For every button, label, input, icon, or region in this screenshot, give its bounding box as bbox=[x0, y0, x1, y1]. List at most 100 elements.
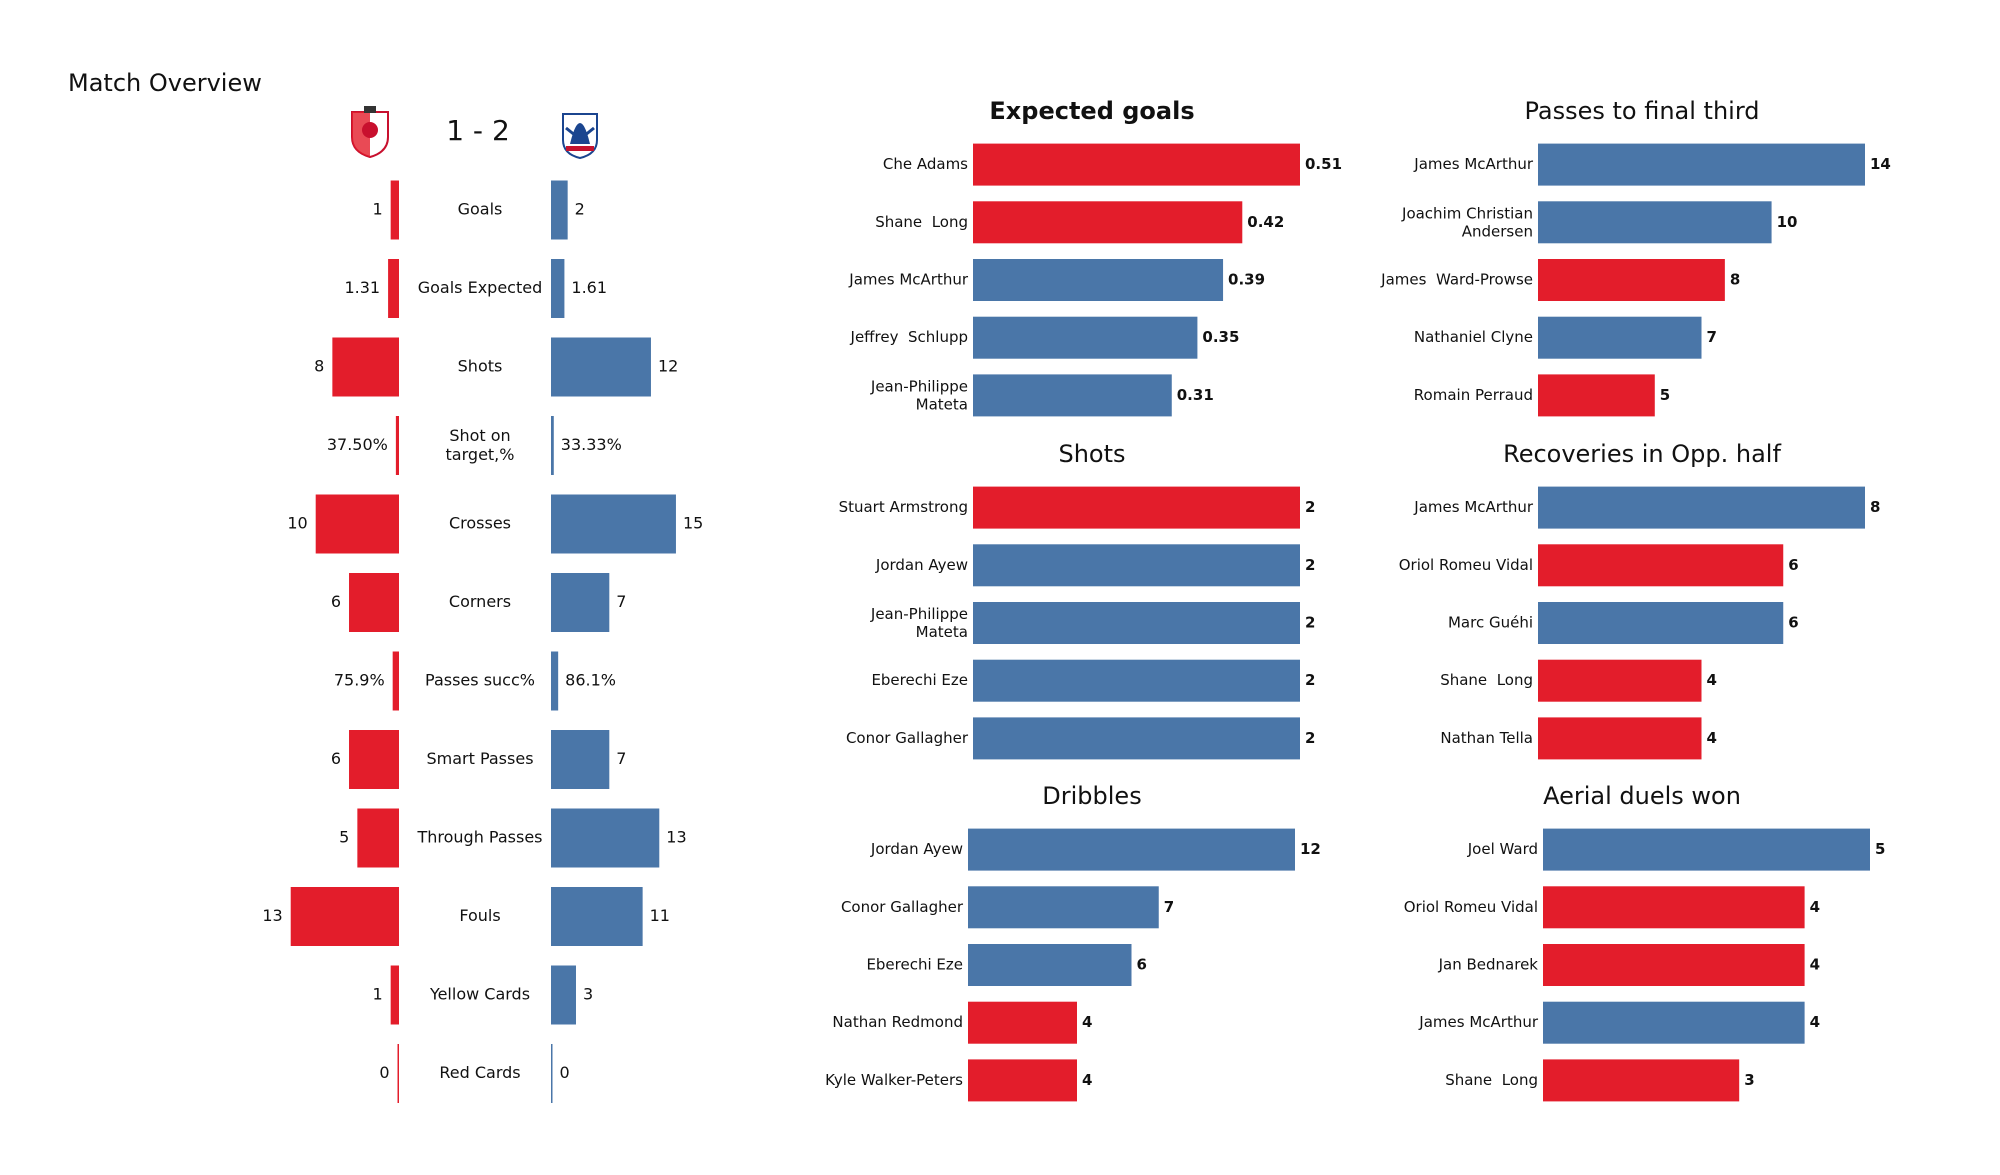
bar-value: 4 bbox=[1082, 1013, 1092, 1031]
bar-label: Jordan Ayew bbox=[875, 556, 968, 574]
bar-value: 5 bbox=[1660, 386, 1670, 404]
bar bbox=[973, 143, 1300, 186]
bar-label: Nathan Tella bbox=[1440, 729, 1533, 747]
bar-label: Conor Gallagher bbox=[841, 898, 964, 916]
bar-label: Nathaniel Clyne bbox=[1414, 328, 1533, 346]
bar-value: 2 bbox=[1305, 729, 1315, 747]
bar-value: 10 bbox=[1777, 213, 1798, 231]
stat-value: 2 bbox=[575, 200, 585, 219]
bar-label: Shane Long bbox=[875, 213, 968, 231]
stat-value: 33.33% bbox=[561, 435, 622, 454]
stat-bar bbox=[551, 259, 565, 318]
stat-label: Red Cards bbox=[439, 1063, 520, 1082]
bar-value: 4 bbox=[1707, 671, 1717, 689]
stat-bar bbox=[551, 337, 651, 397]
stat-value: 7 bbox=[616, 592, 626, 611]
stat-value: 10 bbox=[287, 514, 307, 533]
bar-label: Stuart Armstrong bbox=[839, 498, 968, 516]
bar-value: 2 bbox=[1305, 556, 1315, 574]
away-crest bbox=[562, 113, 598, 160]
bar-label: Eberechi Eze bbox=[871, 671, 968, 689]
bar-label: Kyle Walker-Peters bbox=[825, 1071, 963, 1089]
bar-label: James McArthur bbox=[1418, 1013, 1539, 1031]
bar bbox=[1538, 374, 1655, 417]
stat-bar bbox=[551, 180, 568, 240]
bar bbox=[1538, 602, 1784, 644]
bar bbox=[1538, 201, 1772, 244]
stat-bar bbox=[290, 887, 399, 946]
stat-bar bbox=[332, 337, 399, 397]
bar-value: 0.31 bbox=[1177, 386, 1214, 404]
stat-value: 0 bbox=[379, 1063, 389, 1082]
bar-label: Jan Bednarek bbox=[1438, 956, 1539, 974]
stat-value: 3 bbox=[583, 985, 593, 1004]
stat-bar bbox=[551, 416, 554, 475]
stat-value: 1.31 bbox=[344, 278, 380, 297]
stat-label: Passes succ% bbox=[425, 671, 535, 690]
bar-value: 8 bbox=[1730, 271, 1740, 289]
stat-value: 86.1% bbox=[565, 671, 616, 690]
stat-bar bbox=[551, 730, 610, 789]
bar bbox=[1543, 886, 1805, 929]
stat-value: 8 bbox=[314, 357, 324, 376]
stat-label: Corners bbox=[449, 592, 511, 611]
bar-value: 4 bbox=[1707, 729, 1717, 747]
stat-value: 0 bbox=[560, 1063, 570, 1082]
bar bbox=[973, 486, 1300, 529]
stat-label: Shot on target,% bbox=[446, 426, 515, 464]
bar-value: 0.51 bbox=[1305, 155, 1342, 173]
bar bbox=[1543, 1001, 1805, 1044]
chart-title: Dribbles bbox=[1042, 782, 1141, 810]
bar-value: 7 bbox=[1164, 898, 1174, 916]
bar-value: 0.42 bbox=[1247, 213, 1284, 231]
bar-value: 8 bbox=[1870, 498, 1880, 516]
bar bbox=[968, 886, 1159, 929]
bar-label: Eberechi Eze bbox=[866, 956, 963, 974]
bar-label: Oriol Romeu Vidal bbox=[1399, 556, 1533, 574]
bar-value: 5 bbox=[1875, 840, 1885, 858]
bar-label: James McArthur bbox=[1413, 155, 1534, 173]
bar bbox=[1543, 1059, 1740, 1102]
bar bbox=[973, 374, 1172, 417]
stat-value: 37.50% bbox=[327, 435, 388, 454]
home-crest bbox=[351, 106, 389, 159]
stat-bar bbox=[392, 651, 399, 711]
bar bbox=[1538, 717, 1702, 760]
stat-value: 5 bbox=[339, 828, 349, 847]
stat-value: 15 bbox=[683, 514, 703, 533]
bar-label: Conor Gallagher bbox=[846, 729, 969, 747]
stat-label: Shots bbox=[458, 357, 503, 376]
bar bbox=[968, 1001, 1077, 1044]
bar-value: 4 bbox=[1082, 1071, 1092, 1089]
stat-bar bbox=[357, 808, 399, 868]
bar-value: 6 bbox=[1788, 556, 1798, 574]
bar-value: 6 bbox=[1137, 956, 1147, 974]
score: 1 - 2 bbox=[446, 114, 510, 147]
stat-bar bbox=[551, 651, 559, 711]
stat-bar bbox=[551, 573, 610, 632]
bar bbox=[968, 828, 1295, 871]
stat-value: 6 bbox=[331, 749, 341, 768]
bar-value: 0.35 bbox=[1202, 328, 1239, 346]
bar-label: Joel Ward bbox=[1467, 840, 1538, 858]
stat-bar bbox=[390, 180, 399, 240]
chart-title: Expected goals bbox=[989, 97, 1194, 125]
stat-value: 11 bbox=[650, 906, 670, 925]
stat-value: 13 bbox=[666, 828, 686, 847]
stat-value: 7 bbox=[616, 749, 626, 768]
bar-label: Shane Long bbox=[1440, 671, 1533, 689]
bar-value: 2 bbox=[1305, 671, 1315, 689]
stat-bar bbox=[397, 1044, 399, 1103]
chart-title: Aerial duels won bbox=[1543, 782, 1741, 810]
stat-label: Through Passes bbox=[416, 828, 542, 847]
stat-label: Smart Passes bbox=[426, 749, 533, 768]
stat-value: 75.9% bbox=[334, 671, 385, 690]
bar-label: James McArthur bbox=[1413, 498, 1534, 516]
stat-label: Fouls bbox=[459, 906, 500, 925]
stat-bar bbox=[551, 887, 643, 946]
bar bbox=[973, 544, 1300, 587]
stat-value: 13 bbox=[262, 906, 282, 925]
bar-value: 14 bbox=[1870, 155, 1891, 173]
stat-bar bbox=[390, 965, 399, 1025]
